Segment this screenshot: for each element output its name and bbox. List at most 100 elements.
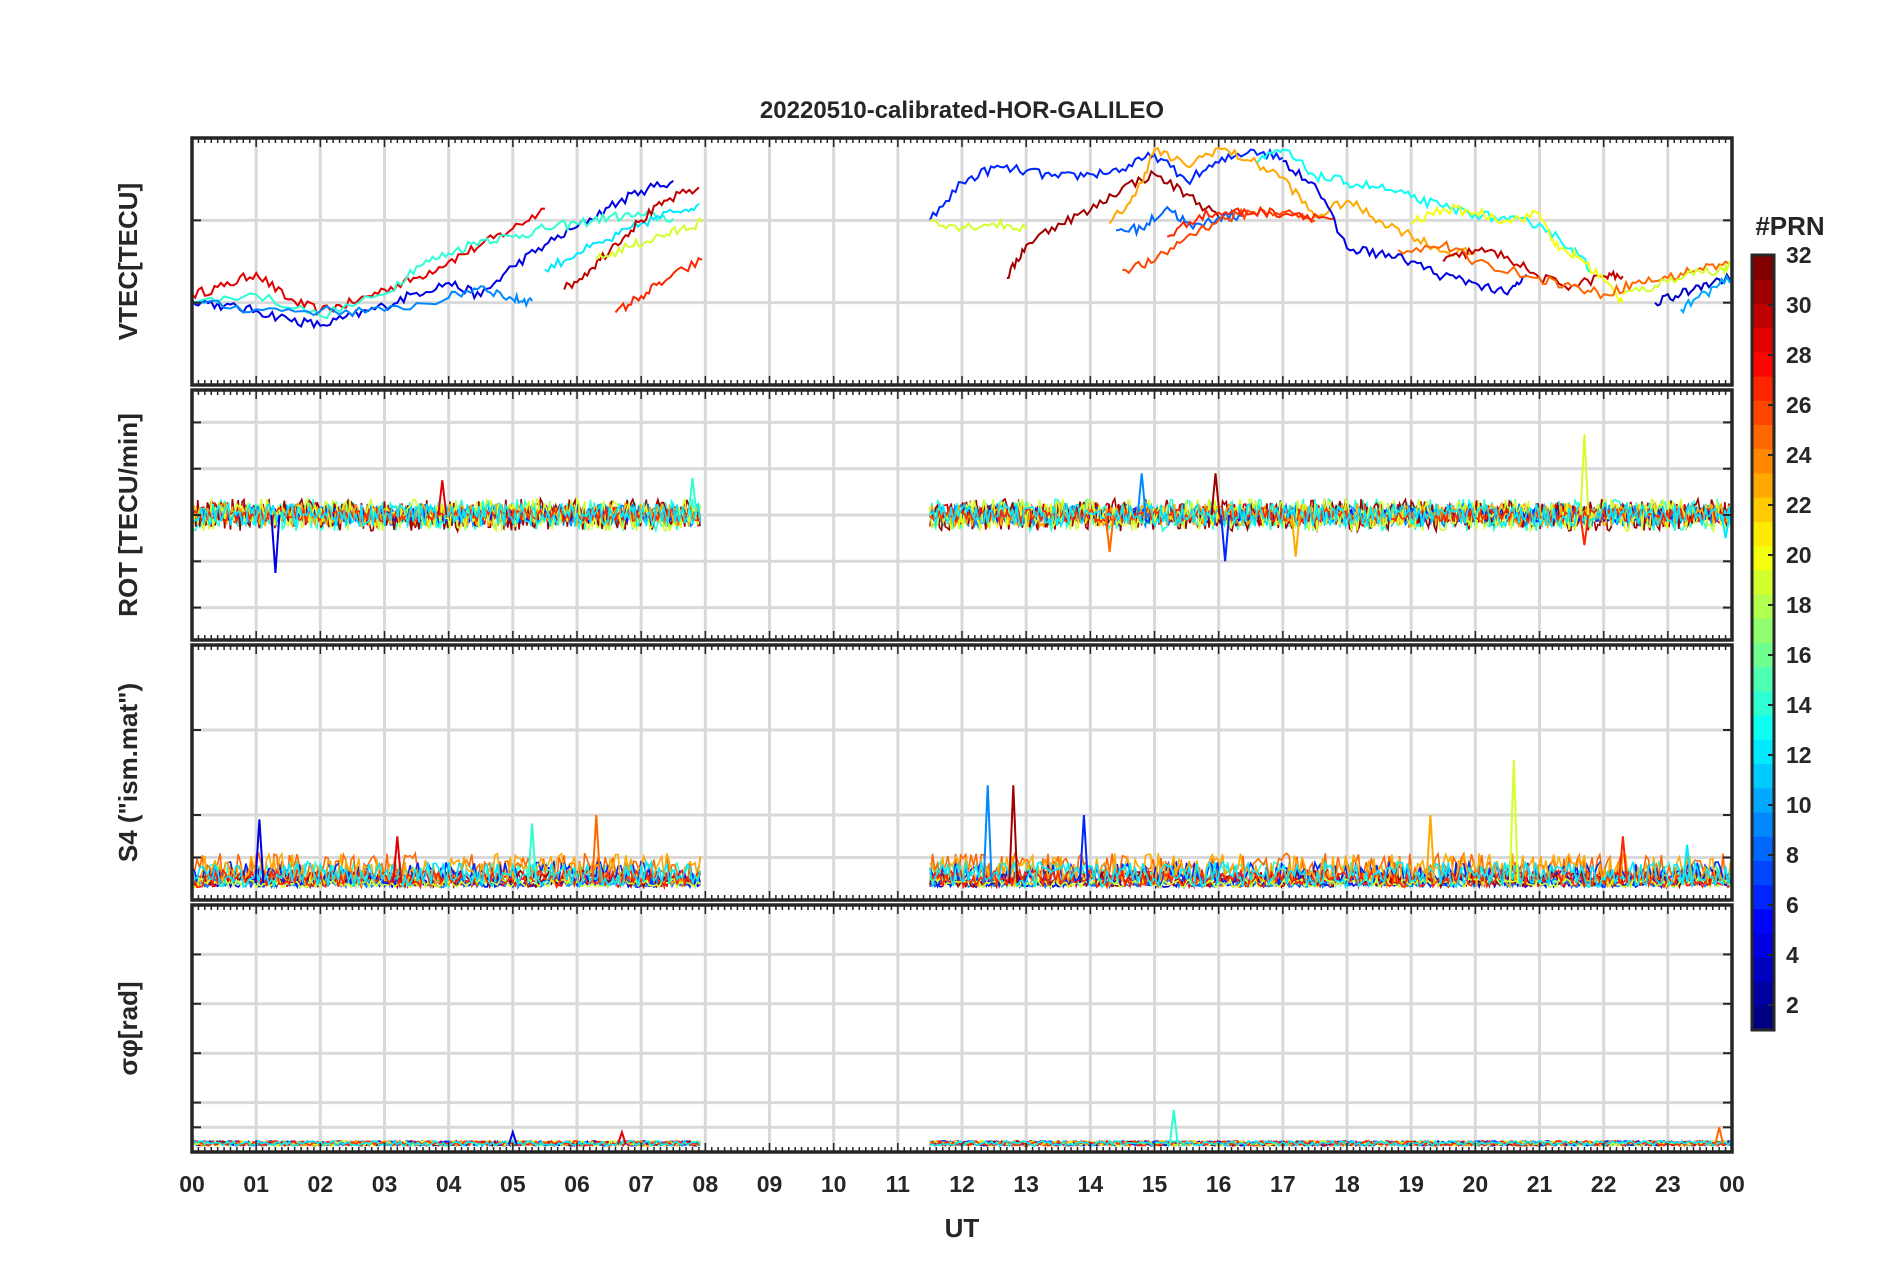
panel-data bbox=[192, 759, 1732, 891]
x-tick-label: 03 bbox=[372, 1171, 398, 1197]
colorbar-tick-label: 28 bbox=[1786, 342, 1812, 368]
x-tick-label: 19 bbox=[1398, 1171, 1424, 1197]
peak-mark bbox=[1617, 836, 1628, 884]
colorbar-band bbox=[1752, 351, 1774, 377]
colorbar-band bbox=[1752, 1005, 1774, 1031]
peak-mark bbox=[507, 1128, 518, 1145]
colorbar-tick-label: 18 bbox=[1786, 592, 1812, 618]
peak-mark bbox=[591, 814, 602, 884]
x-tick-label: 15 bbox=[1142, 1171, 1168, 1197]
vtec-series-line bbox=[192, 207, 545, 317]
peak-mark bbox=[982, 785, 993, 884]
vtec-series-line bbox=[1166, 205, 1335, 238]
vtec-series-line bbox=[192, 210, 674, 320]
panel-frame bbox=[190, 136, 1734, 387]
colorbar-band bbox=[1752, 327, 1774, 353]
x-tick-label: 18 bbox=[1334, 1171, 1360, 1197]
rot-spike bbox=[687, 477, 698, 516]
colorbar-band bbox=[1752, 376, 1774, 401]
vtec-series-line bbox=[1622, 260, 1732, 296]
vtec-series-line bbox=[1679, 274, 1732, 315]
colorbar-band bbox=[1752, 884, 1774, 910]
rot-spike bbox=[1579, 514, 1590, 546]
panel-frame bbox=[190, 903, 1734, 1154]
y-axis-label: σφ[rad] bbox=[113, 981, 143, 1075]
colorbar-band bbox=[1752, 957, 1774, 983]
colorbar-tick-label: 8 bbox=[1786, 842, 1799, 868]
x-tick-label: 23 bbox=[1655, 1171, 1681, 1197]
x-tick-label: 21 bbox=[1527, 1171, 1553, 1197]
x-tick-label: 12 bbox=[949, 1171, 975, 1197]
colorbar-band bbox=[1752, 594, 1774, 619]
panel-data bbox=[192, 1109, 1732, 1148]
colorbar-tick-label: 20 bbox=[1786, 542, 1812, 568]
colorbar-band bbox=[1752, 618, 1774, 643]
vtec-series-line bbox=[1256, 148, 1592, 273]
noise-series-line bbox=[929, 496, 1732, 534]
noise-series-line bbox=[929, 859, 1732, 890]
peak-mark bbox=[527, 823, 538, 884]
x-tick-label: 00 bbox=[179, 1171, 205, 1197]
colorbar-band bbox=[1752, 836, 1774, 861]
colorbar-tick-label: 6 bbox=[1786, 892, 1799, 918]
colorbar-band bbox=[1752, 908, 1774, 934]
colorbar-band bbox=[1752, 424, 1774, 450]
colorbar-band bbox=[1752, 642, 1774, 668]
x-tick-label: 20 bbox=[1463, 1171, 1489, 1197]
peak-mark bbox=[1078, 814, 1089, 884]
colorbar-band bbox=[1752, 569, 1774, 595]
panel-frame bbox=[190, 643, 1734, 902]
colorbar-band bbox=[1752, 545, 1774, 571]
noise-series-line bbox=[929, 500, 1732, 530]
colorbar-tick-label: 12 bbox=[1786, 742, 1812, 768]
colorbar-band bbox=[1752, 472, 1774, 498]
rot-spike bbox=[1220, 514, 1231, 562]
x-tick-label: 06 bbox=[564, 1171, 590, 1197]
x-tick-label: 10 bbox=[821, 1171, 847, 1197]
colorbar-band bbox=[1752, 666, 1774, 692]
panel-data bbox=[192, 146, 1732, 330]
colorbar-tick-label: 32 bbox=[1786, 242, 1812, 268]
colorbar-tick-label: 26 bbox=[1786, 392, 1812, 418]
vtec-series-line bbox=[929, 217, 1027, 233]
peak-mark bbox=[254, 819, 265, 884]
x-tick-label: 09 bbox=[757, 1171, 783, 1197]
peak-mark bbox=[1682, 844, 1693, 884]
panel-sigma-phi: σφ[rad] bbox=[113, 903, 1734, 1154]
x-tick-label: 22 bbox=[1591, 1171, 1617, 1197]
colorbar-band bbox=[1752, 521, 1774, 547]
peak-mark bbox=[1425, 814, 1436, 884]
y-axis-label: ROT [TECU/min] bbox=[113, 413, 143, 617]
y-axis-label: S4 ("ism.mat") bbox=[113, 683, 143, 862]
peak-mark bbox=[1508, 759, 1519, 884]
x-tick-label: 08 bbox=[693, 1171, 719, 1197]
colorbar-tick-label: 30 bbox=[1786, 292, 1812, 318]
noise-series-line bbox=[192, 505, 701, 525]
colorbar-tick-label: 24 bbox=[1786, 442, 1812, 468]
colorbar-band bbox=[1752, 690, 1774, 716]
x-tick-label: 11 bbox=[886, 1171, 911, 1197]
x-tick-label: 13 bbox=[1013, 1171, 1039, 1197]
peak-mark bbox=[1168, 1109, 1179, 1145]
x-tick-label: 16 bbox=[1206, 1171, 1232, 1197]
x-tick-label: 17 bbox=[1270, 1171, 1296, 1197]
panel-frame bbox=[190, 388, 1734, 642]
rot-spike bbox=[1579, 433, 1590, 516]
peak-mark bbox=[1714, 1127, 1725, 1145]
noise-series-line bbox=[929, 867, 1732, 891]
x-tick-label: 07 bbox=[628, 1171, 654, 1197]
colorbar-band bbox=[1752, 981, 1774, 1007]
colorbar-band bbox=[1752, 860, 1774, 886]
colorbar-tick-label: 16 bbox=[1786, 642, 1812, 668]
x-tick-label: 02 bbox=[308, 1171, 334, 1197]
noise-series-line bbox=[192, 859, 701, 890]
panel-s4: S4 ("ism.mat") bbox=[113, 643, 1734, 902]
rot-spike bbox=[1210, 473, 1221, 516]
colorbar-band bbox=[1752, 448, 1774, 474]
noise-series-line bbox=[192, 858, 701, 890]
rot-spike bbox=[1290, 514, 1301, 557]
vtec-series-line bbox=[1108, 146, 1476, 257]
peak-mark bbox=[616, 1128, 627, 1145]
